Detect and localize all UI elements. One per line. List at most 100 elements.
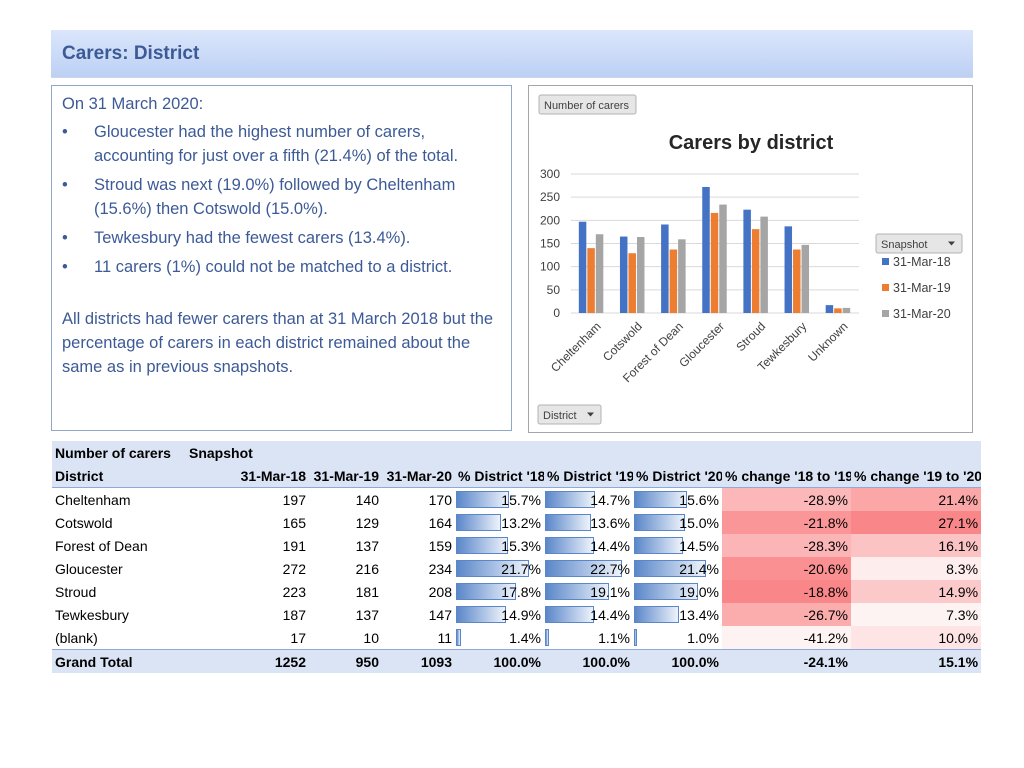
- change-cell: -24.1%: [722, 649, 851, 673]
- district-cell: Gloucester: [55, 560, 123, 577]
- count-cell: 197: [282, 491, 306, 508]
- table-row: Forest of Dean 191 137 159 15.3% 14.4% 14.5% -2…: [52, 534, 982, 557]
- data-bar: [456, 560, 530, 577]
- data-bar: [634, 560, 707, 577]
- summary-closing: All districts had fewer carers than at 3…: [62, 310, 494, 376]
- column-header: % change '18 to '19: [722, 464, 851, 488]
- percent-value: 1.4%: [509, 629, 541, 646]
- percent-value: 22.7%: [590, 560, 630, 577]
- table-row: Stroud 223 181 208 17.8% 19.1% 19.0% -18.8% 14.9…: [52, 580, 982, 603]
- change-cell: 15.1%: [851, 649, 982, 673]
- percent-cell: 13.4%: [633, 603, 722, 626]
- percent-cell: 14.4%: [544, 603, 633, 626]
- change-cell: 16.1%: [851, 534, 982, 557]
- district-cell: Cheltenham: [55, 491, 131, 508]
- percent-cell: 100.0%: [544, 649, 633, 673]
- bullet-icon: •: [62, 176, 68, 194]
- bar-unknown-31-mar-20: [842, 307, 851, 313]
- data-bar: [456, 537, 508, 554]
- percent-value: 19.0%: [679, 583, 719, 600]
- count-cell: 140: [355, 491, 379, 508]
- y-tick-label: 200: [540, 213, 560, 227]
- percent-value: 13.4%: [679, 606, 719, 623]
- data-bar: [634, 537, 683, 554]
- change-cell: -41.2%: [722, 626, 851, 650]
- legend-swatch: [882, 258, 889, 265]
- column-header: % District '18: [455, 464, 544, 488]
- chevron-down-icon: [948, 241, 955, 246]
- percent-cell: 15.7%: [455, 488, 544, 512]
- percent-value: 14.5%: [679, 537, 719, 554]
- table-row: (blank) 17 10 11 1.4% 1.1% 1.0% -41.2% 10.0%: [52, 626, 982, 650]
- percent-value: 17.8%: [501, 583, 541, 600]
- data-bar: [634, 629, 638, 646]
- y-tick-label: 50: [547, 283, 561, 297]
- axis-field-button[interactable]: [537, 404, 602, 425]
- value-field-button[interactable]: [538, 94, 637, 115]
- percent-cell: 13.6%: [544, 511, 633, 534]
- table-header-row: Number of carers Snapshot: [52, 441, 982, 464]
- percent-cell: 17.8%: [455, 580, 544, 603]
- percent-value: 15.6%: [679, 491, 719, 508]
- count-cell: 1252: [236, 649, 309, 673]
- column-header: % District '20: [633, 464, 722, 488]
- percent-cell: 19.1%: [544, 580, 633, 603]
- data-bar: [545, 537, 594, 554]
- data-bar: [634, 606, 680, 623]
- district-cell: (blank): [55, 629, 98, 646]
- percent-cell: 19.0%: [633, 580, 722, 603]
- district-cell: Cotswold: [55, 514, 113, 531]
- legend-entry: 31-Mar-19: [893, 281, 951, 295]
- change-cell: -28.3%: [722, 534, 851, 557]
- bar-forest-of-dean-31-mar-18: [661, 224, 669, 313]
- data-bar: [545, 629, 549, 646]
- percent-cell: 1.0%: [633, 626, 722, 650]
- percent-value: 15.0%: [679, 514, 719, 531]
- change-cell: 8.3%: [851, 557, 982, 580]
- summary-bullet: • Stroud was next (19.0%) followed by Che…: [62, 173, 502, 221]
- count-cell: 223: [282, 583, 306, 600]
- pivot-table: Number of carers Snapshot District 31-Ma…: [52, 441, 982, 673]
- percent-cell: 1.1%: [544, 626, 633, 650]
- count-cell: 187: [282, 606, 306, 623]
- district-cell: Grand Total: [52, 649, 236, 673]
- page-title: Carers: District: [62, 43, 200, 64]
- percent-value: 13.2%: [501, 514, 541, 531]
- x-tick-label: Gloucester: [676, 319, 727, 370]
- percent-cell: 15.6%: [633, 488, 722, 512]
- change-cell: 10.0%: [851, 626, 982, 650]
- data-bar: [456, 514, 501, 531]
- summary-bullet: • Gloucester had the highest number of ca…: [62, 120, 502, 168]
- bullet-icon: •: [62, 258, 68, 276]
- bar-cheltenham-31-mar-19: [587, 248, 595, 313]
- bar-cheltenham-31-mar-20: [595, 234, 604, 313]
- table-row: Cheltenham 197 140 170 15.7% 14.7% 15.6% -28.9%…: [52, 487, 982, 512]
- y-tick-label: 0: [553, 306, 560, 320]
- percent-value: 1.0%: [687, 629, 719, 646]
- percent-cell: 14.5%: [633, 534, 722, 557]
- bar-stroud-31-mar-20: [760, 216, 768, 313]
- count-cell: 181: [355, 583, 379, 600]
- bar-gloucester-31-mar-18: [702, 186, 710, 313]
- data-bar: [545, 583, 610, 600]
- count-cell: 272: [282, 560, 306, 577]
- percent-cell: 21.4%: [633, 557, 722, 580]
- percent-value: 14.4%: [590, 537, 630, 554]
- data-bar: [634, 583, 699, 600]
- percent-value: 14.4%: [590, 606, 630, 623]
- percent-cell: 14.7%: [544, 488, 633, 512]
- table-row: Gloucester 272 216 234 21.7% 22.7% 21.4% -20.6%…: [52, 557, 982, 580]
- change-cell: -18.8%: [722, 580, 851, 603]
- percent-cell: 100.0%: [455, 649, 544, 673]
- percent-value: 15.7%: [501, 491, 541, 508]
- y-tick-label: 150: [540, 237, 560, 251]
- legend-field-button[interactable]: [875, 233, 963, 254]
- change-cell: -28.9%: [722, 487, 851, 511]
- legend-swatch: [882, 284, 889, 291]
- chevron-down-icon: [587, 412, 594, 417]
- bar-forest-of-dean-31-mar-20: [678, 239, 686, 313]
- count-cell: 137: [355, 537, 379, 554]
- bar-forest-of-dean-31-mar-19: [669, 249, 678, 313]
- percent-cell: 14.9%: [455, 603, 544, 626]
- table-row: Cotswold 165 129 164 13.2% 13.6% 15.0% -21.8% 27…: [52, 511, 982, 534]
